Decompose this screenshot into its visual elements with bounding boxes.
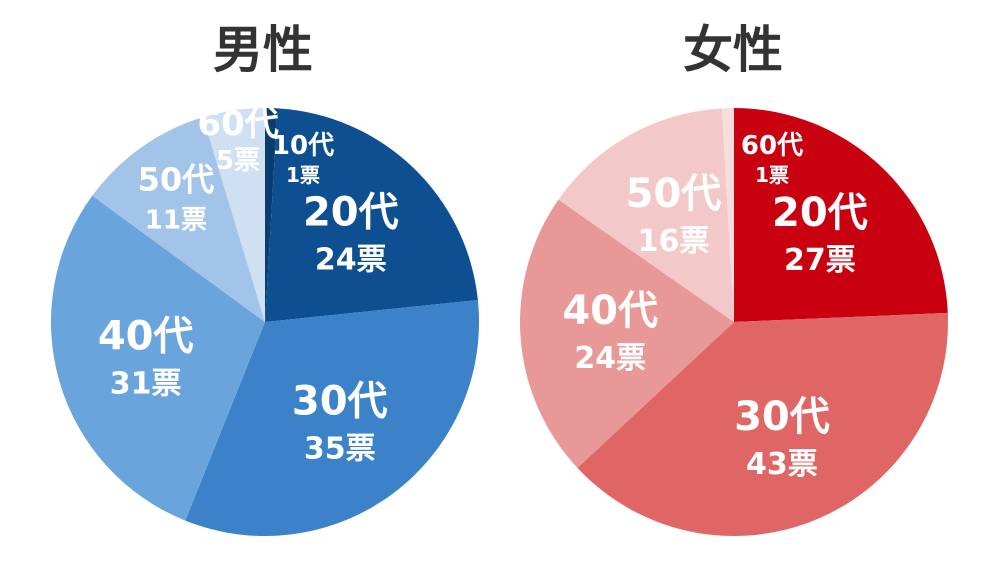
female-slice-1-value-label: 43票 bbox=[746, 447, 818, 482]
male-slice-4-category-label: 50代 bbox=[138, 161, 215, 199]
female-slice-2-value-label: 24票 bbox=[574, 341, 646, 376]
male-slice-5-value-label: 5票 bbox=[216, 146, 260, 176]
female-slice-1-category-label: 30代 bbox=[734, 394, 830, 440]
male-slice-0 bbox=[265, 108, 278, 322]
male-slice-2-value-label: 35票 bbox=[304, 432, 376, 467]
male-slice-5-category-label: 60代 bbox=[197, 104, 278, 144]
female-slice-3-category-label: 50代 bbox=[626, 171, 722, 217]
female-slice-2-category-label: 40代 bbox=[562, 288, 658, 334]
male-slice-2 bbox=[185, 300, 479, 537]
female-slice-4-value-label: 1票 bbox=[755, 163, 789, 187]
female-slice-3 bbox=[558, 108, 734, 323]
female-slice-3-value-label: 16票 bbox=[638, 224, 710, 259]
female-chart-title: 女性 bbox=[683, 21, 783, 79]
male-slice-4 bbox=[92, 117, 266, 322]
male-slice-1-category-label: 20代 bbox=[303, 190, 399, 236]
male-slice-1-value-label: 24票 bbox=[315, 243, 387, 278]
female-slice-1 bbox=[577, 312, 949, 536]
female-slice-0-category-label: 20代 bbox=[772, 190, 868, 236]
male-slice-1 bbox=[265, 108, 478, 322]
male-slice-3 bbox=[51, 195, 265, 521]
male-slice-4-value-label: 11票 bbox=[145, 206, 207, 236]
male-slice-3-category-label: 40代 bbox=[98, 314, 194, 360]
female-slice-4 bbox=[721, 108, 734, 322]
female-slice-2 bbox=[520, 199, 734, 468]
female-slice-4-category-label: 60代 bbox=[741, 131, 803, 161]
male-slice-5 bbox=[203, 108, 265, 322]
male-slice-0-category-label: 10代 bbox=[272, 131, 334, 161]
male-chart-title: 男性 bbox=[213, 21, 313, 79]
female-slice-0-value-label: 27票 bbox=[784, 243, 856, 278]
male-slice-0-value-label: 1票 bbox=[286, 163, 320, 187]
male-slice-2-category-label: 30代 bbox=[292, 379, 388, 425]
male-slice-3-value-label: 31票 bbox=[110, 367, 182, 402]
female-slice-0 bbox=[734, 108, 948, 322]
